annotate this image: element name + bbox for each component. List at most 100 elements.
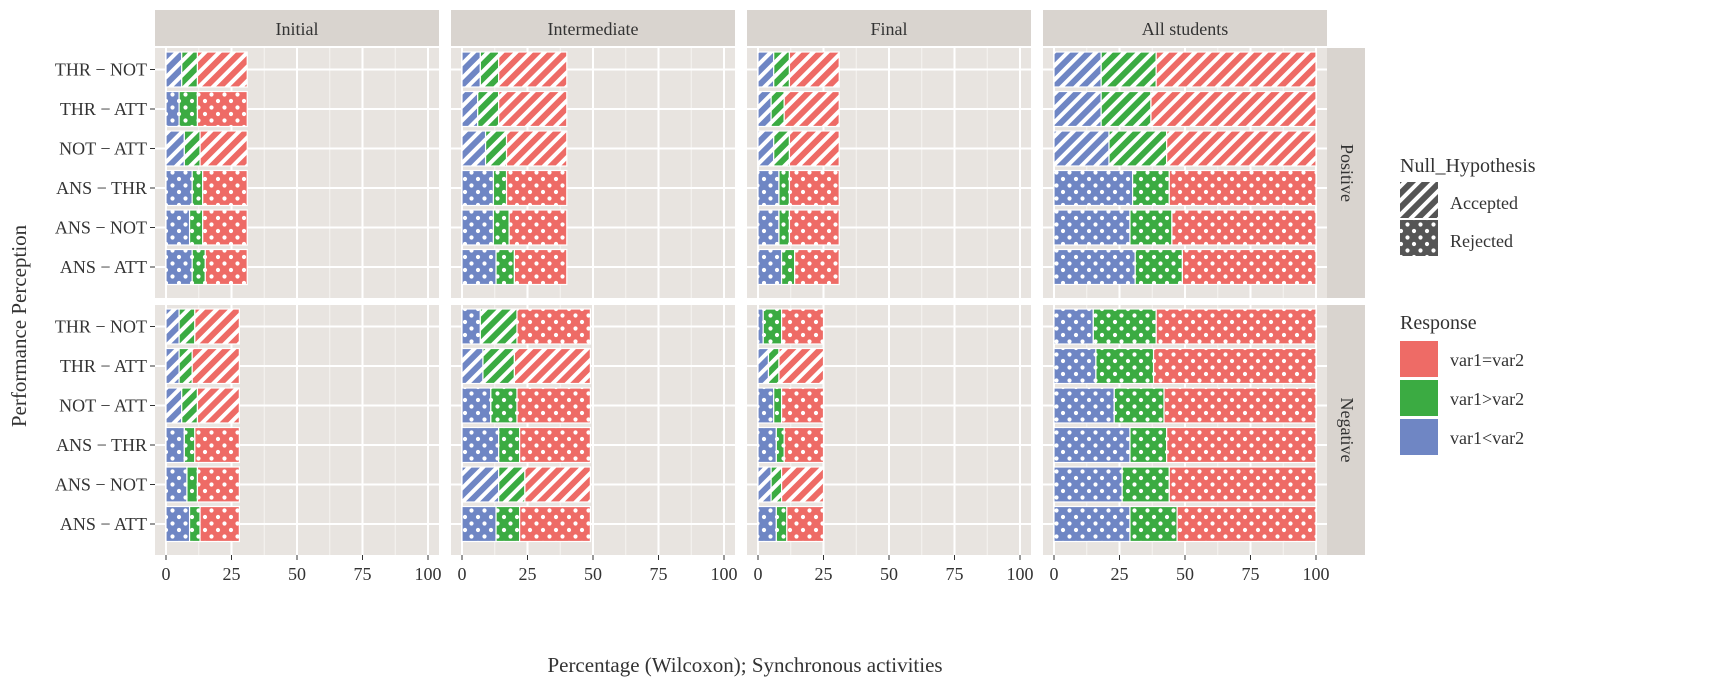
bar-pattern: [493, 170, 507, 206]
bar-pattern: [1182, 249, 1316, 285]
bar-segment-ans-not-var1-var2: [165, 209, 191, 246]
bar-pattern: [768, 348, 779, 384]
x-tick-label: 50: [1176, 564, 1194, 584]
bar-segment-ans-thr-var1-var2: [775, 426, 785, 464]
bar-segment-thr-att-var1-var2: [757, 347, 770, 385]
bar-pattern: [186, 467, 198, 502]
bar-segment-ans-not-var1-var2: [461, 209, 495, 246]
bar-pattern: [1169, 467, 1316, 502]
bar-pattern: [498, 52, 567, 87]
bar-pattern: [485, 131, 507, 166]
bar-pattern: [166, 249, 193, 285]
bar-pattern: [166, 348, 180, 384]
bar-pattern: [778, 170, 790, 206]
bar-pattern: [1132, 170, 1170, 206]
bar-segment-thr-not-var1-var2: [196, 51, 248, 88]
panel-intermediate-positive: [451, 48, 735, 298]
x-tick-label: 0: [162, 564, 171, 584]
panel-all-students-positive: [1043, 48, 1327, 298]
bar-pattern: [1101, 52, 1157, 87]
bar-segment-thr-not-var1-var2: [461, 308, 481, 345]
bar-pattern: [1166, 131, 1316, 166]
bar-pattern: [1166, 427, 1316, 463]
bar-pattern: [1129, 427, 1167, 463]
bar-pattern: [1054, 348, 1096, 384]
bar-segment-ans-thr-var1-var2: [1131, 169, 1170, 207]
bar-pattern: [166, 210, 190, 245]
bar-segment-ans-att-var1-var2: [1134, 248, 1183, 286]
panel-intermediate-negative: [451, 305, 735, 555]
bar-pattern: [179, 348, 193, 384]
bar-segment-ans-att-var1-var2: [199, 505, 240, 543]
bar-segment-thr-att-var1-var2: [1150, 90, 1317, 128]
bar-pattern: [773, 131, 790, 166]
bar-segment-ans-thr-var1-var2: [461, 426, 500, 464]
bar-segment-ans-att-var1-var2: [775, 505, 788, 543]
bar-segment-ans-att-var1-var2: [461, 248, 497, 286]
bar-segment-ans-att-var1-var2: [1129, 505, 1178, 543]
bar-segment-ans-att-var1-var2: [757, 248, 783, 286]
bar-pattern: [192, 170, 203, 206]
bar-segment-ans-thr-var1-var2: [194, 426, 240, 464]
facet-row-strip-negative: [1325, 305, 1365, 555]
bar-segment-ans-thr-var1-var2: [757, 169, 780, 207]
bar-segment-ans-not-var1-var2: [492, 209, 510, 246]
panel-initial-positive: [155, 48, 439, 298]
bar-pattern: [166, 388, 182, 423]
bar-pattern: [776, 427, 785, 463]
bar-segment-ans-att-var1-var2: [204, 248, 248, 286]
bar-segment-ans-not-var1-var2: [498, 466, 526, 503]
bar-segment-ans-not-var1-var2: [508, 209, 568, 246]
bar-pattern: [758, 91, 772, 127]
y-tick-label: ANS − ATT: [60, 257, 147, 277]
bar-pattern: [1054, 388, 1115, 423]
bar-segment-ans-thr-var1-var2: [191, 169, 204, 207]
bar-segment-ans-thr-var1-var2: [1053, 426, 1131, 464]
legend-label-var1-gt-var2: var1>var2: [1450, 389, 1524, 409]
bar-pattern: [462, 309, 481, 344]
bar-pattern: [758, 309, 764, 344]
bar-segment-ans-thr-var1-var2: [757, 426, 777, 464]
bar-pattern: [181, 388, 198, 423]
bar-segment-thr-not-var1-var2: [165, 308, 180, 345]
bar-pattern: [514, 348, 591, 384]
bar-pattern: [781, 309, 824, 344]
bar-segment-thr-not-var1-var2: [516, 308, 591, 345]
bar-segment-thr-not-var1-var2: [498, 51, 568, 88]
bar-segment-ans-att-var1-var2: [1176, 505, 1317, 543]
facet-strip-all-students: [1043, 10, 1327, 46]
bar-pattern: [462, 170, 494, 206]
bar-pattern: [462, 467, 499, 502]
bar-pattern: [200, 131, 248, 166]
bar-segment-not-att-var1-var2: [1053, 387, 1115, 424]
facet-strip-label-initial: Initial: [276, 19, 319, 39]
bar-segment-thr-att-var1-var2: [196, 90, 248, 128]
bar-pattern: [189, 210, 203, 245]
bar-segment-ans-not-var1-var2: [1129, 209, 1173, 246]
bar-segment-thr-att-var1-var2: [498, 90, 568, 128]
bar-pattern: [496, 249, 515, 285]
bar-pattern: [789, 131, 840, 166]
bar-pattern: [784, 427, 824, 463]
bar-pattern: [462, 427, 499, 463]
facet-strip-intermediate: [451, 10, 735, 46]
bar-pattern: [1054, 210, 1130, 245]
bar-segment-ans-thr-var1-var2: [461, 169, 495, 207]
x-tick-label: 25: [223, 564, 241, 584]
bar-segment-thr-att-var1-var2: [757, 90, 772, 128]
facet-strip-label-final: Final: [870, 19, 907, 39]
bar-segment-thr-att-var1-var2: [513, 347, 591, 385]
bar-segment-ans-not-var1-var2: [788, 209, 840, 246]
bar-pattern: [498, 467, 525, 502]
bar-segment-ans-not-var1-var2: [165, 466, 188, 503]
bar-segment-not-att-var1-var2: [1053, 130, 1110, 167]
facet-row-label-positive: Positive: [1337, 144, 1357, 202]
bar-segment-thr-not-var1-var2: [1053, 51, 1102, 88]
bar-segment-ans-not-var1-var2: [202, 209, 248, 246]
y-tick-label: THR − ATT: [60, 356, 147, 376]
bar-segment-ans-not-var1-var2: [780, 466, 825, 503]
bar-pattern: [197, 467, 240, 502]
bar-segment-ans-thr-var1-var2: [165, 169, 193, 207]
bar-pattern: [773, 52, 790, 87]
